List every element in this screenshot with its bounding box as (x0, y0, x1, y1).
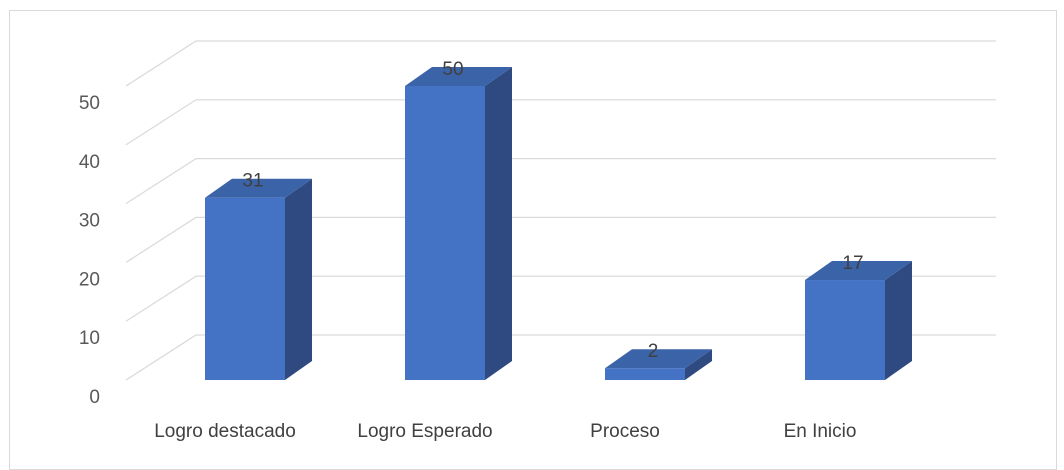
chart-frame (9, 10, 1057, 470)
data-label: 2 (648, 341, 659, 362)
gridline (125, 334, 996, 381)
bar-front-face (605, 368, 685, 380)
gridline (125, 216, 996, 263)
bar-top-face (805, 261, 912, 281)
gridline (125, 99, 996, 146)
y-tick-label: 20 (79, 269, 100, 290)
y-tick-label: 30 (79, 211, 100, 232)
bar-side-face (885, 261, 912, 380)
data-label: 50 (442, 59, 463, 80)
data-label: 31 (242, 171, 263, 192)
bar (405, 67, 512, 380)
bar-side-face (285, 178, 312, 380)
data-label: 17 (842, 253, 863, 274)
category-label: Proceso (590, 421, 660, 442)
y-tick-label: 10 (79, 328, 100, 349)
data-labels: 31 50 2 17 (242, 59, 863, 362)
y-tick-label: 40 (79, 152, 100, 173)
bar-top-face (605, 349, 712, 369)
y-tick-label: 0 (89, 387, 100, 408)
category-label: Logro destacado (154, 421, 296, 442)
gridline (125, 40, 996, 87)
bar-top-face (205, 178, 312, 198)
bars (205, 67, 912, 380)
category-label: Logro Esperado (357, 421, 492, 442)
gridline (125, 158, 996, 205)
y-axis-tick-labels: 0 10 20 30 40 50 (79, 93, 100, 408)
gridline (125, 275, 996, 322)
category-labels: Logro destacado Logro Esperado Proceso En I… (154, 421, 856, 442)
bar-front-face (205, 197, 285, 380)
bar-top-face (405, 67, 512, 86)
bar-front-face (805, 280, 885, 380)
bar (605, 349, 712, 380)
y-tick-label: 50 (79, 93, 100, 114)
gridlines (125, 40, 996, 381)
bar-side-face (485, 67, 512, 380)
bar-side-face (685, 349, 712, 380)
bar (205, 178, 312, 380)
bar-front-face (405, 86, 485, 380)
bar (805, 261, 912, 380)
category-label: En Inicio (784, 421, 857, 442)
